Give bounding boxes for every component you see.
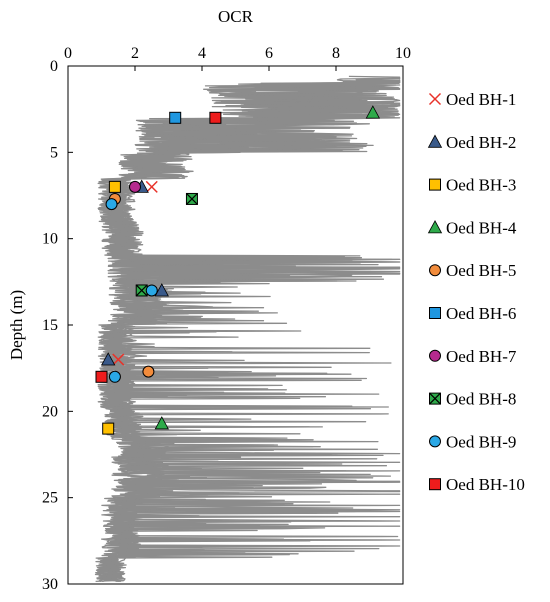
legend-label: Oed BH-1 <box>446 90 516 109</box>
oedometer-points <box>95 105 381 435</box>
legend-item-bh-10: Oed BH-10 <box>429 475 525 494</box>
data-point-bh-2 <box>154 283 169 297</box>
legend-marker <box>429 435 441 448</box>
legend-marker <box>429 307 441 319</box>
y-axis-title: Depth (m) <box>7 290 26 360</box>
x-tick-label: 0 <box>64 45 72 62</box>
y-axis: 0 5 10 15 20 25 30 <box>42 58 73 593</box>
legend-item-bh-4: Oed BH-4 <box>427 218 517 237</box>
data-point-bh-1 <box>112 353 125 366</box>
x-tick-label: 10 <box>395 45 411 62</box>
data-point-bh-4 <box>154 416 169 430</box>
y-tick-label: 15 <box>42 317 58 334</box>
data-point-bh-7 <box>129 180 141 193</box>
data-point-bh-3 <box>102 422 115 435</box>
legend-marker <box>429 264 441 277</box>
ocr-profile-lines <box>94 75 401 583</box>
legend-item-bh-7: Oed BH-7 <box>429 347 517 366</box>
legend-label: Oed BH-5 <box>446 261 516 280</box>
legend-marker <box>429 392 441 405</box>
legend-label: Oed BH-9 <box>446 432 516 451</box>
legend-item-bh-9: Oed BH-9 <box>429 432 516 451</box>
legend-marker <box>427 134 443 148</box>
x-axis: 0 2 4 6 8 10 <box>64 45 411 71</box>
legend-label: Oed BH-8 <box>446 390 516 409</box>
legend-marker <box>427 220 443 234</box>
data-point-bh-8 <box>135 284 148 297</box>
data-point-bh-9 <box>145 284 158 297</box>
legend-item-bh-1: Oed BH-1 <box>428 90 516 109</box>
legend-label: Oed BH-4 <box>446 218 517 237</box>
x-tick-label: 8 <box>332 45 340 62</box>
y-tick-label: 10 <box>42 231 58 248</box>
legend-item-bh-2: Oed BH-2 <box>427 133 516 152</box>
legend-item-bh-8: Oed BH-8 <box>429 390 516 409</box>
ocr-profile-line <box>94 86 401 583</box>
legend-label: Oed BH-7 <box>446 347 517 366</box>
y-tick-label: 25 <box>42 490 58 507</box>
data-point-bh-1 <box>145 180 158 193</box>
legend-label: Oed BH-2 <box>446 133 516 152</box>
legend-item-bh-3: Oed BH-3 <box>429 176 516 195</box>
y-tick-label: 5 <box>50 144 58 161</box>
y-tick-label: 20 <box>42 403 58 420</box>
legend: Oed BH-1 Oed BH-2 Oed BH-3 Oed BH-4 Oed BH-5… <box>427 90 525 494</box>
data-point-bh-9 <box>108 370 121 383</box>
legend-label: Oed BH-3 <box>446 176 516 195</box>
x-tick-label: 4 <box>198 45 206 62</box>
legend-item-bh-5: Oed BH-5 <box>429 261 516 280</box>
y-tick-label: 30 <box>42 576 58 593</box>
legend-marker <box>429 178 441 191</box>
data-point-bh-4 <box>365 105 381 119</box>
data-point-bh-2 <box>101 352 116 366</box>
legend-label: Oed BH-6 <box>446 304 516 323</box>
data-point-bh-10 <box>95 370 108 383</box>
legend-label: Oed BH-10 <box>446 475 525 494</box>
data-point-bh-5 <box>142 365 155 378</box>
legend-marker <box>429 349 441 362</box>
data-point-bh-10 <box>209 111 222 124</box>
data-point-bh-3 <box>108 180 121 193</box>
data-point-bh-9 <box>105 198 118 211</box>
x-tick-label: 6 <box>265 45 273 62</box>
x-axis-title: OCR <box>218 7 254 26</box>
x-tick-label: 2 <box>131 45 139 62</box>
data-point-bh-8 <box>185 192 198 205</box>
legend-marker <box>428 92 442 106</box>
legend-marker <box>429 478 441 491</box>
legend-item-bh-6: Oed BH-6 <box>429 304 516 323</box>
data-point-bh-6 <box>169 111 182 124</box>
y-tick-label: 0 <box>50 58 58 75</box>
